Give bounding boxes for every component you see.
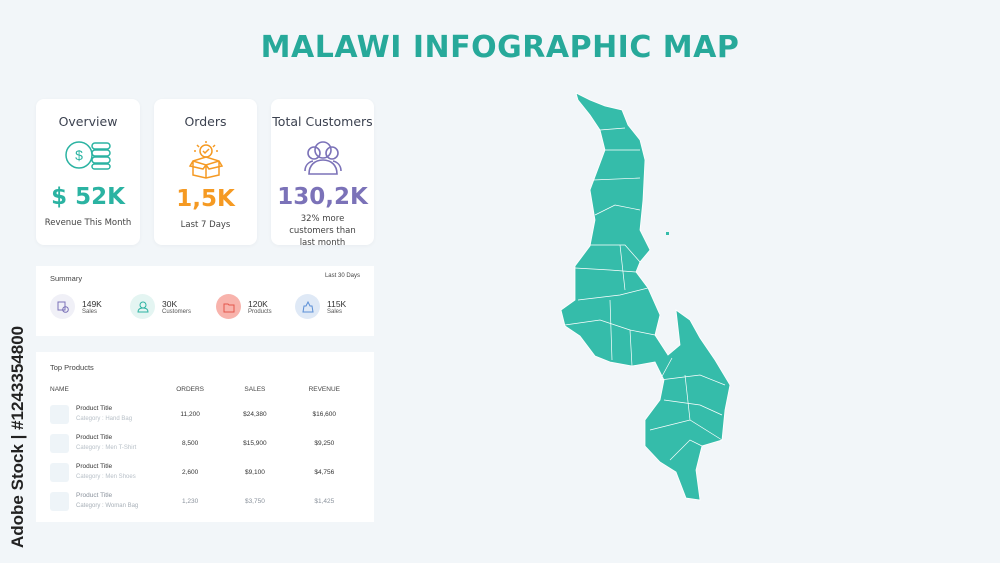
orders-cell: 11,200: [180, 411, 200, 418]
card-subtitle: Last 7 Days: [180, 220, 231, 230]
product-name: Product Title: [76, 434, 113, 441]
column-header: NAME: [50, 385, 69, 393]
sales-cell: $15,900: [243, 440, 267, 447]
product-thumbnail: [50, 463, 69, 482]
svg-text:$: $: [75, 147, 83, 163]
summary-panel: Summary Last 30 Days 149K Sales 30K Custom…: [36, 266, 374, 336]
table-row[interactable]: Product Title Category : Woman Bag 1,230 $3…: [50, 487, 364, 516]
summary-label: Sales: [82, 308, 98, 315]
revenue-cell: $4,756: [314, 469, 335, 476]
sales-cell: $3,750: [244, 498, 265, 505]
summary-title: Summary: [50, 274, 83, 283]
sales-cell: $9,100: [244, 469, 265, 476]
product-category: Category : Men Shoes: [76, 474, 136, 481]
bag-icon: [295, 294, 320, 319]
column-header: REVENUE: [308, 385, 340, 393]
summary-value: 120K: [248, 298, 268, 309]
product-name: Product Title: [76, 492, 113, 499]
card-title: Overview: [58, 114, 118, 129]
product-thumbnail: [50, 405, 69, 424]
product-name: Product Title: [76, 463, 113, 470]
table-row[interactable]: Product Title Category : Men Shoes 2,600 $9…: [50, 458, 364, 487]
card-subtitle: Revenue This Month: [44, 218, 132, 228]
revenue-value: $ 52K: [51, 184, 125, 210]
revenue-cell: $1,425: [314, 498, 335, 505]
product-thumbnail: [50, 492, 69, 511]
sales-icon: [50, 294, 75, 319]
revenue-cell: $9,250: [314, 440, 335, 447]
summary-period: Last 30 Days: [324, 273, 360, 279]
users-icon: [303, 141, 342, 175]
card-subtitle: 32% more customers than last month: [289, 214, 356, 248]
revenue-cell: $16,600: [312, 411, 337, 418]
table-row[interactable]: Product Title Category : Men T-Shirt 8,500…: [50, 429, 364, 458]
overview-card: Overview $ $ 52K Revenue This Month: [36, 99, 140, 245]
customers-card: Total Customers 130,2K 32% more customer…: [271, 99, 374, 248]
sales-cell: $24,380: [243, 411, 267, 418]
product-category: Category : Hand Bag: [76, 416, 133, 423]
column-header: ORDERS: [176, 385, 205, 393]
orders-cell: 2,600: [181, 469, 199, 476]
summary-value: 115K: [327, 298, 347, 309]
dollar-coins-icon: $: [65, 141, 111, 170]
watermark: Adobe Stock | #1243354800: [8, 325, 27, 548]
orders-cell: 1,230: [181, 498, 199, 505]
summary-value: 149K: [82, 298, 102, 309]
summary-item: 30K Customers: [130, 294, 191, 319]
orders-cell: 8,500: [181, 440, 199, 447]
customer-icon: [130, 294, 155, 319]
product-thumbnail: [50, 434, 69, 453]
summary-item: 149K Sales: [50, 294, 102, 319]
card-title: Orders: [184, 114, 227, 129]
orders-card: Orders 1,5K Last 7 Days: [154, 99, 257, 245]
product-category: Category : Woman Bag: [76, 503, 139, 510]
orders-value: 1,5K: [176, 186, 235, 212]
summary-item: 115K Sales: [295, 294, 346, 319]
summary-label: Customers: [162, 308, 192, 315]
product-name: Product Title: [76, 405, 113, 412]
box-icon: [188, 141, 223, 179]
column-header: SALES: [244, 385, 266, 393]
summary-value: 30K: [162, 298, 178, 309]
summary-label: Sales: [327, 308, 343, 315]
malawi-outline[interactable]: [560, 92, 731, 501]
top-products-panel: Top Products NAME ORDERS SALES REVENUE Prod…: [36, 352, 374, 522]
summary-label: Products: [248, 308, 272, 315]
table-row[interactable]: Product Title Category : Hand Bag 11,200 $2…: [50, 400, 364, 429]
card-title: Total Customers: [272, 114, 373, 129]
top-products-table: NAME ORDERS SALES REVENUE Product Title Cate…: [50, 378, 364, 516]
folder-icon: [216, 294, 241, 319]
customers-value: 130,2K: [277, 184, 368, 210]
summary-item: 120K Products: [216, 294, 272, 319]
top-products-title: Top Products: [50, 363, 94, 372]
product-category: Category : Men T-Shirt: [76, 445, 137, 452]
island: [666, 232, 669, 235]
page-title: MALAWI INFOGRAPHIC MAP: [260, 30, 740, 65]
